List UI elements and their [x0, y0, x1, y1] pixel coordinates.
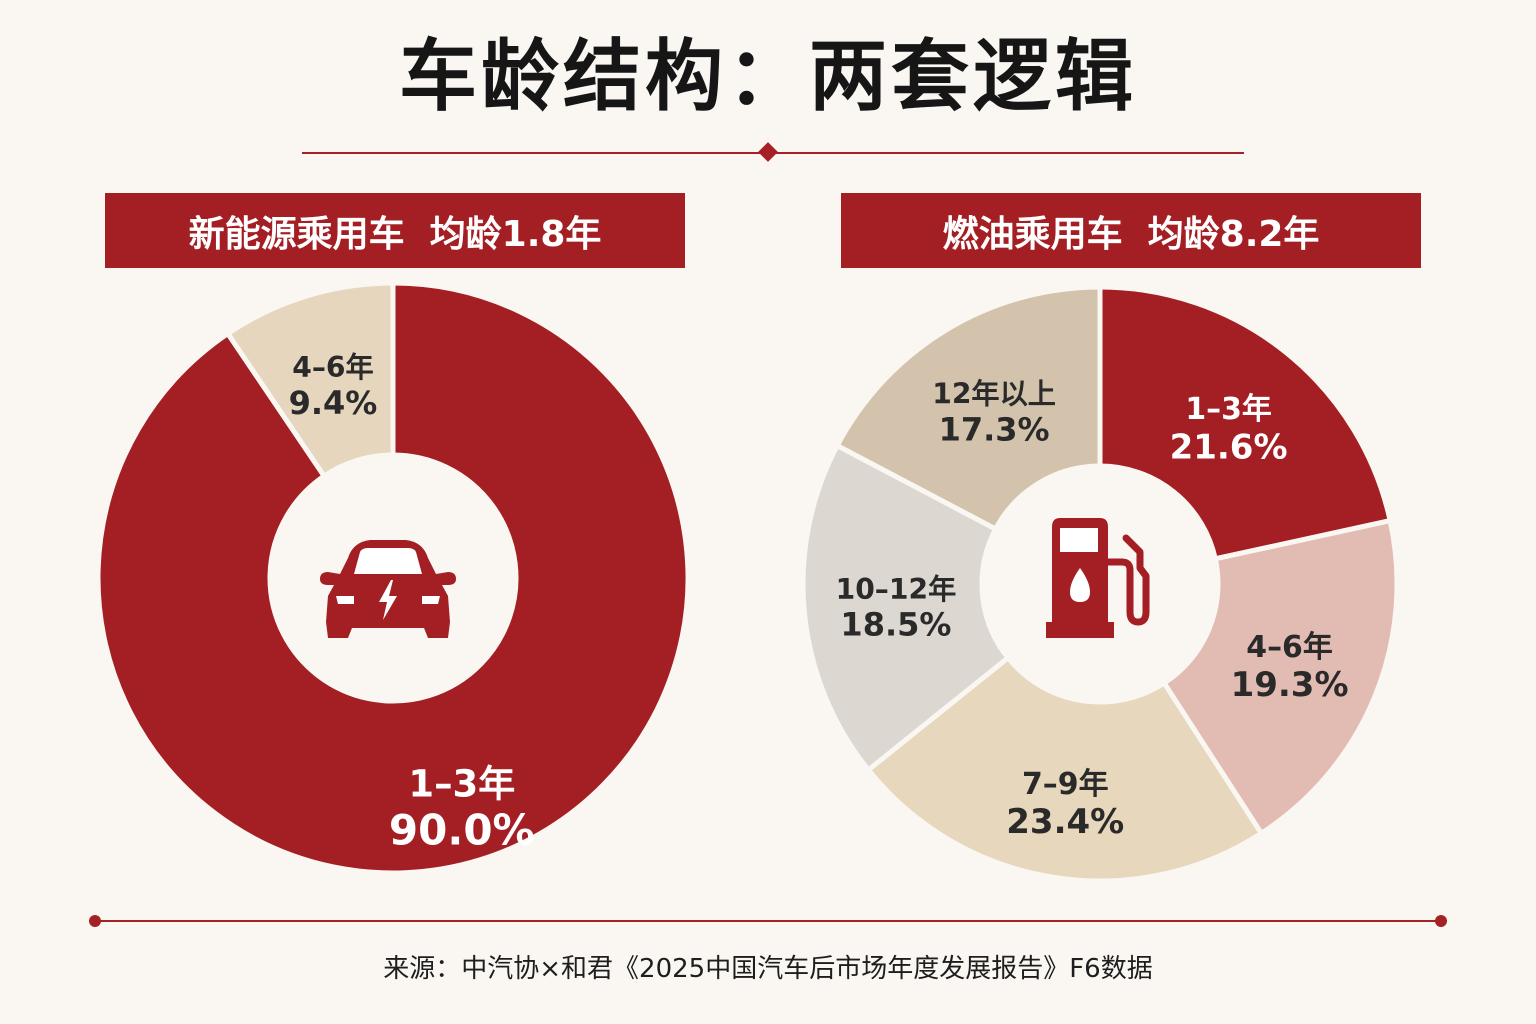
- pie-slice: [224, 280, 396, 480]
- slice-category-label: 4–6年: [1246, 630, 1333, 665]
- footer-divider-dot: [89, 915, 101, 927]
- slice-value-label: 17.3%: [939, 410, 1050, 448]
- slice-category-label: 1–3年: [1185, 392, 1272, 427]
- page-title: 车龄结构：两套逻辑: [398, 31, 1137, 122]
- source-note: 来源：中汽协×和君《2025中国汽车后市场年度发展报告》F6数据: [383, 954, 1153, 984]
- pie-slice: [800, 442, 1012, 774]
- pie-slice: [864, 654, 1265, 884]
- fuel-chart-header: 燃油乘用车 均龄8.2年: [841, 193, 1421, 268]
- pie-slice: [95, 280, 691, 876]
- slice-category-label: 12年以上: [932, 378, 1056, 411]
- slice-category-label: 4–6年: [292, 351, 373, 384]
- fuel-pump-icon: [1046, 518, 1150, 638]
- footer-divider: [95, 920, 1441, 922]
- pie-slice: [1097, 284, 1394, 562]
- slice-category-label: 7–9年: [1022, 767, 1109, 802]
- slice-value-label: 23.4%: [1006, 802, 1124, 842]
- pie-slice: [833, 284, 1103, 533]
- ev-chart-header: 新能源乘用车 均龄1.8年: [105, 193, 685, 268]
- slice-value-label: 19.3%: [1231, 665, 1349, 705]
- slice-value-label: 18.5%: [840, 606, 951, 644]
- slice-value-label: 90.0%: [389, 806, 535, 855]
- pie-slice: [1160, 517, 1400, 837]
- electric-car-icon: [320, 540, 456, 638]
- slice-value-label: 21.6%: [1170, 427, 1288, 467]
- slice-value-label: 9.4%: [289, 384, 378, 422]
- slice-category-label: 1–3年: [408, 762, 515, 805]
- slice-category-label: 10–12年: [836, 573, 957, 606]
- footer-divider-dot: [1435, 915, 1447, 927]
